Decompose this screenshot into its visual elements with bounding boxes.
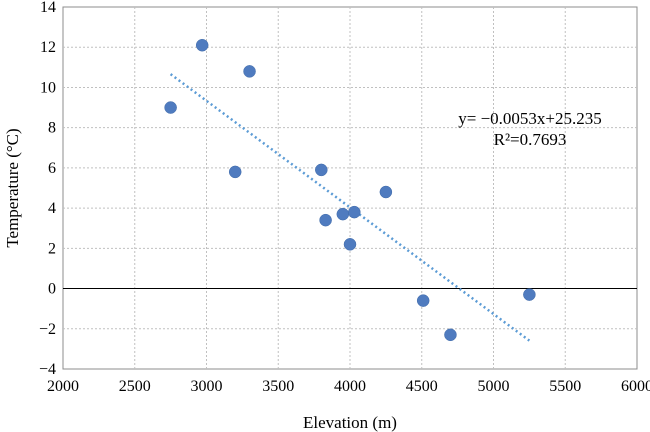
y-tick-labels: −4 −2 0 2 4 6 8 10 12 14 [39,0,56,378]
data-point [379,185,393,199]
y-tick-label: 4 [48,200,56,217]
data-point [319,213,332,227]
data-point [228,165,242,179]
y-tick-label: 0 [48,281,56,298]
x-tick-label: 5500 [549,378,581,395]
data-point [243,65,256,78]
data-point [195,38,209,52]
x-tick-label: 3000 [191,378,223,395]
y-tick-label: 10 [40,79,56,96]
x-tick-label: 2000 [47,378,79,395]
data-point [336,207,350,221]
trendline-r-squared: R²=0.7693 [494,130,567,149]
y-axis-title: Temperature (°C) [3,128,22,247]
x-tick-label: 5000 [478,378,510,395]
x-tick-label: 4000 [334,378,366,395]
y-tick-label: 2 [48,240,56,257]
data-point [315,163,328,177]
x-tick-label: 2500 [119,378,151,395]
x-tick-labels: 2000 2500 3000 3500 4000 4500 5000 5500 6000 [47,378,650,395]
y-tick-label: 12 [40,39,56,56]
x-axis-title: Elevation (m) [303,413,397,432]
data-point [343,238,357,251]
data-point [416,294,430,307]
data-point [523,288,536,301]
data-point [444,328,457,342]
y-tick-label: 8 [48,120,56,137]
data-point [164,101,177,114]
y-tick-label: 14 [40,0,56,16]
trendline-equation: y= −0.0053x+25.235 [458,109,602,128]
y-tick-label: 6 [48,160,56,177]
y-tick-label: −2 [39,321,56,338]
x-tick-label: 6000 [621,378,650,395]
vertical-gridlines [134,7,566,369]
x-tick-label: 3500 [262,378,294,395]
data-point [348,205,361,219]
data-points [164,38,536,342]
x-tick-label: 4500 [406,378,438,395]
y-tick-label: −4 [39,361,56,378]
